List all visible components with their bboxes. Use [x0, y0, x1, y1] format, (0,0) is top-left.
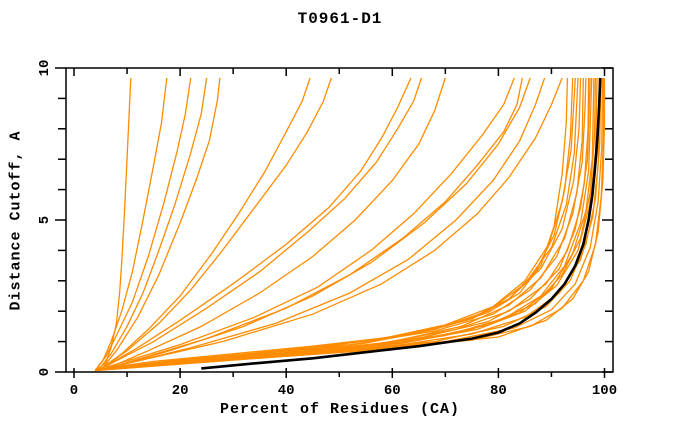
- model-curve: [105, 77, 446, 370]
- model-curve: [100, 77, 587, 370]
- y-tick-label: 0: [37, 368, 53, 376]
- x-tick-label: 60: [384, 383, 401, 399]
- model-curve: [110, 77, 523, 369]
- model-curve: [100, 77, 569, 370]
- model-curve: [100, 77, 412, 370]
- model-curve: [100, 77, 332, 370]
- y-axis-title: Distance Cutoff, A: [7, 130, 25, 311]
- model-curve: [100, 77, 591, 370]
- model-curve: [99, 77, 221, 371]
- x-tick-label: 100: [592, 383, 617, 399]
- model-curve: [100, 77, 597, 370]
- x-tick-label: 0: [70, 383, 78, 399]
- y-tick-label: 5: [37, 216, 53, 224]
- model-curve: [95, 77, 604, 372]
- reference-curve: [201, 77, 602, 370]
- model-curve: [100, 77, 602, 371]
- y-tick-label: 10: [37, 60, 53, 77]
- model-curve: [95, 77, 574, 371]
- model-curve: [100, 77, 423, 370]
- model-curve: [95, 77, 598, 371]
- x-axis-title: Percent of Residues (CA): [219, 401, 461, 418]
- model-curve: [94, 77, 132, 372]
- model-curve: [95, 77, 582, 372]
- model-curve: [100, 77, 311, 370]
- model-curve: [116, 77, 563, 367]
- model-curve: [97, 77, 208, 371]
- model-curve: [105, 77, 531, 370]
- chart-title: T0961-D1: [297, 10, 383, 28]
- model-curve: [94, 77, 168, 371]
- x-tick-label: 80: [490, 383, 507, 399]
- model-curve: [100, 78, 606, 370]
- x-tick-label: 20: [172, 383, 189, 399]
- model-curve: [110, 77, 546, 369]
- model-curve: [105, 77, 515, 369]
- x-tick-label: 40: [278, 383, 295, 399]
- model-curve: [94, 77, 192, 371]
